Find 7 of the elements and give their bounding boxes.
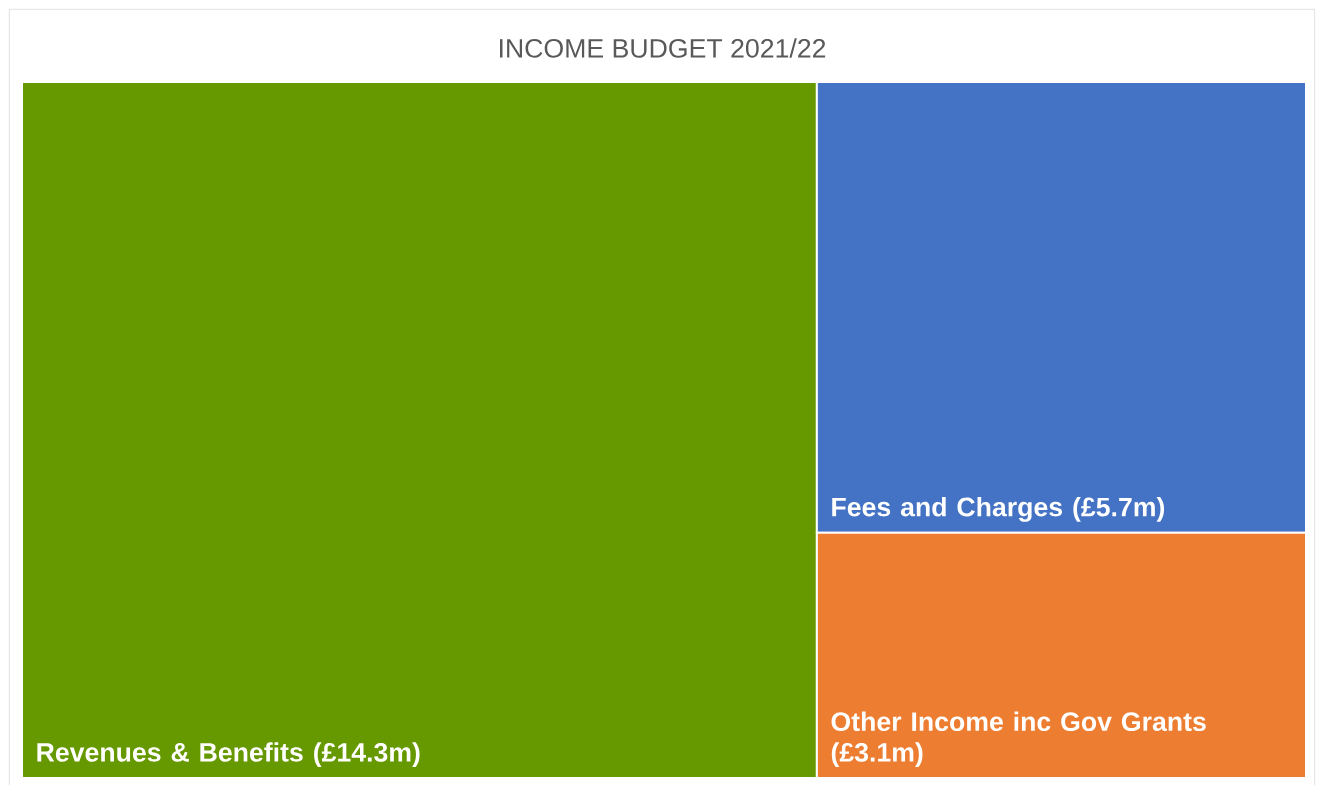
data-label: (£3.1m) (831, 742, 923, 768)
category-label: Revenues & Benefits (37, 742, 303, 762)
data-label: (£5.7m) (1073, 496, 1165, 522)
data-label: (£14.3m) (314, 742, 420, 768)
category-label: Fees and Charges (832, 496, 1063, 522)
category-label: Other Income inc Gov Grants (831, 711, 1206, 732)
text: INCOME BUDGET 2021/22 (499, 38, 826, 58)
